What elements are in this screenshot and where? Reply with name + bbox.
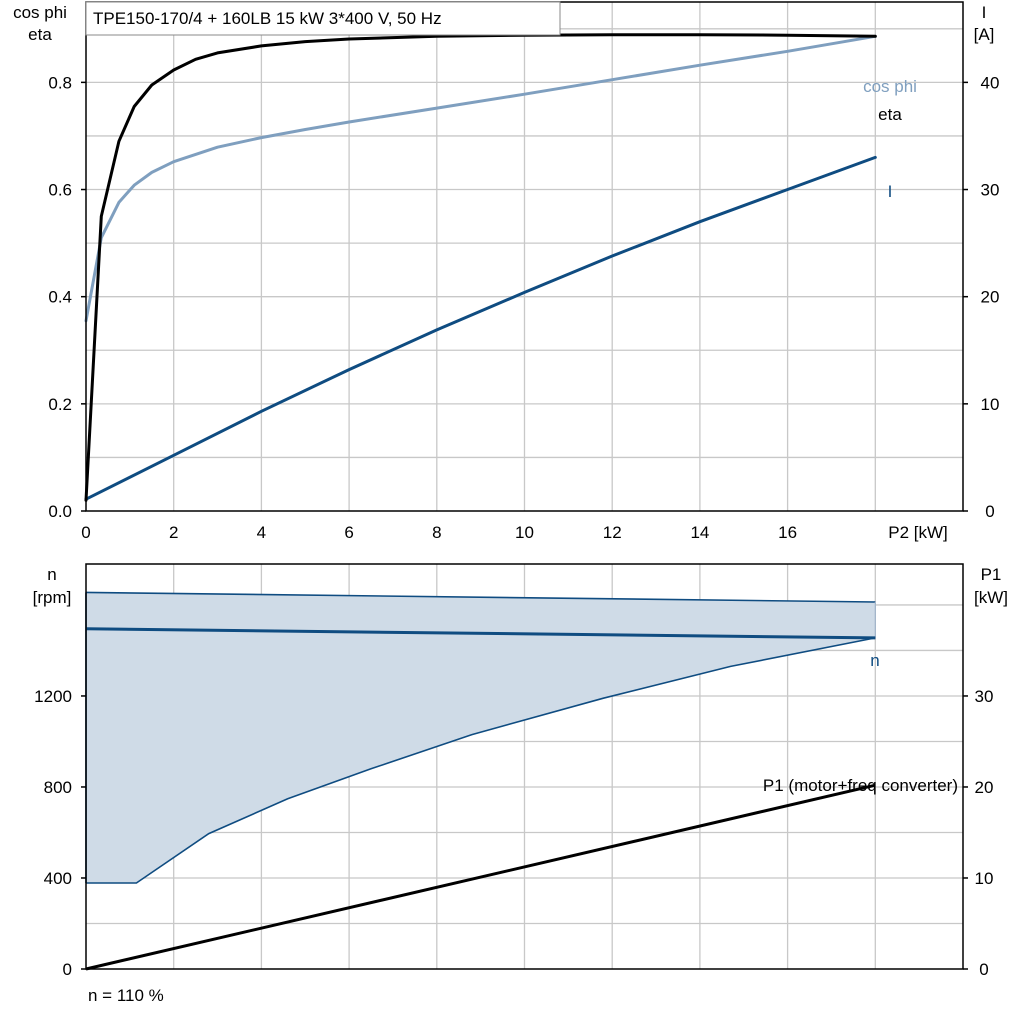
right-tick-label: 40 [981, 73, 1000, 92]
top-right-axis-label-line1: I [982, 3, 987, 22]
top-series-layer [84, 33, 877, 502]
current-curve [84, 155, 877, 501]
series-label-current: I [888, 182, 893, 201]
eta-curve [84, 33, 877, 502]
left-tick-label: 1200 [34, 687, 72, 706]
bottom-left-axis-label-line2: [rpm] [33, 588, 72, 607]
bottom-plot-frame [85, 563, 964, 970]
speed-min-line [86, 637, 876, 884]
bottom-left-axis-label-line1: n [47, 565, 56, 584]
cosphi-curve [84, 34, 877, 323]
left-tick-label: 0.0 [48, 502, 72, 521]
speed-curve [85, 627, 876, 640]
top-chart-electrical: 0 2 4 6 8 10 12 14 16 0.0 0.2 0.4 0.6 0.8 0 10 20 30 40 TP… [13, 1, 999, 542]
left-tick-label: 0.8 [48, 73, 72, 92]
bottom-chart-speed-power: 0 400 800 1200 0 10 20 30 n [rpm] P1 [kW] n P1 … [33, 563, 1008, 1005]
bottom-series-layer [85, 591, 876, 971]
right-tick-label: 10 [981, 395, 1000, 414]
right-tick-label: 0 [979, 960, 988, 979]
bottom-right-axis-label-line1: P1 [981, 565, 1002, 584]
left-tick-label: 0.2 [48, 395, 72, 414]
speed-max-line [85, 591, 876, 603]
title-box: TPE150-170/4 + 160LB 15 kW 3*400 V, 50 H… [85, 1, 561, 36]
left-tick-label: 0 [63, 960, 72, 979]
speed-range-band [86, 592, 876, 883]
x-tick-label: 2 [169, 523, 178, 542]
title-box-frame [85, 1, 561, 36]
x-tick-label: 12 [603, 523, 622, 542]
right-tick-label: 0 [985, 502, 994, 521]
x-tick-label: 16 [778, 523, 797, 542]
footnote-speed-percent: n = 110 % [88, 986, 164, 1005]
x-axis-label: P2 [kW] [888, 523, 948, 542]
top-right-axis-label-line2: [A] [974, 25, 995, 44]
x-tick-label: 14 [690, 523, 709, 542]
series-label-cosphi: cos phi [863, 77, 917, 96]
top-left-axis-label-line1: cos phi [13, 3, 67, 22]
series-label-speed: n [870, 651, 879, 670]
x-tick-label: 10 [515, 523, 534, 542]
bottom-tick-labels: 0 400 800 1200 0 10 20 30 [34, 687, 993, 979]
right-tick-label: 30 [981, 181, 1000, 200]
series-label-eta: eta [878, 105, 902, 124]
chart-title: TPE150-170/4 + 160LB 15 kW 3*400 V, 50 H… [93, 9, 442, 28]
x-tick-label: 6 [344, 523, 353, 542]
left-tick-label: 0.6 [48, 181, 72, 200]
x-tick-label: 0 [81, 523, 90, 542]
left-tick-label: 0.4 [48, 288, 72, 307]
x-tick-label: 4 [257, 523, 266, 542]
x-tick-label: 8 [432, 523, 441, 542]
right-tick-label: 30 [975, 687, 994, 706]
left-tick-label: 800 [44, 778, 72, 797]
top-left-axis-label-line2: eta [28, 25, 52, 44]
p1-curve [85, 783, 876, 971]
right-tick-label: 20 [975, 778, 994, 797]
bottom-right-axis-label-line2: [kW] [974, 588, 1008, 607]
left-tick-label: 400 [44, 869, 72, 888]
right-tick-label: 10 [975, 869, 994, 888]
right-tick-label: 20 [981, 288, 1000, 307]
series-label-p1: P1 (motor+freq converter) [763, 776, 958, 795]
top-tick-labels: 0 2 4 6 8 10 12 14 16 0.0 0.2 0.4 0.6 0.8 0 10 20 30 40 [48, 73, 999, 542]
